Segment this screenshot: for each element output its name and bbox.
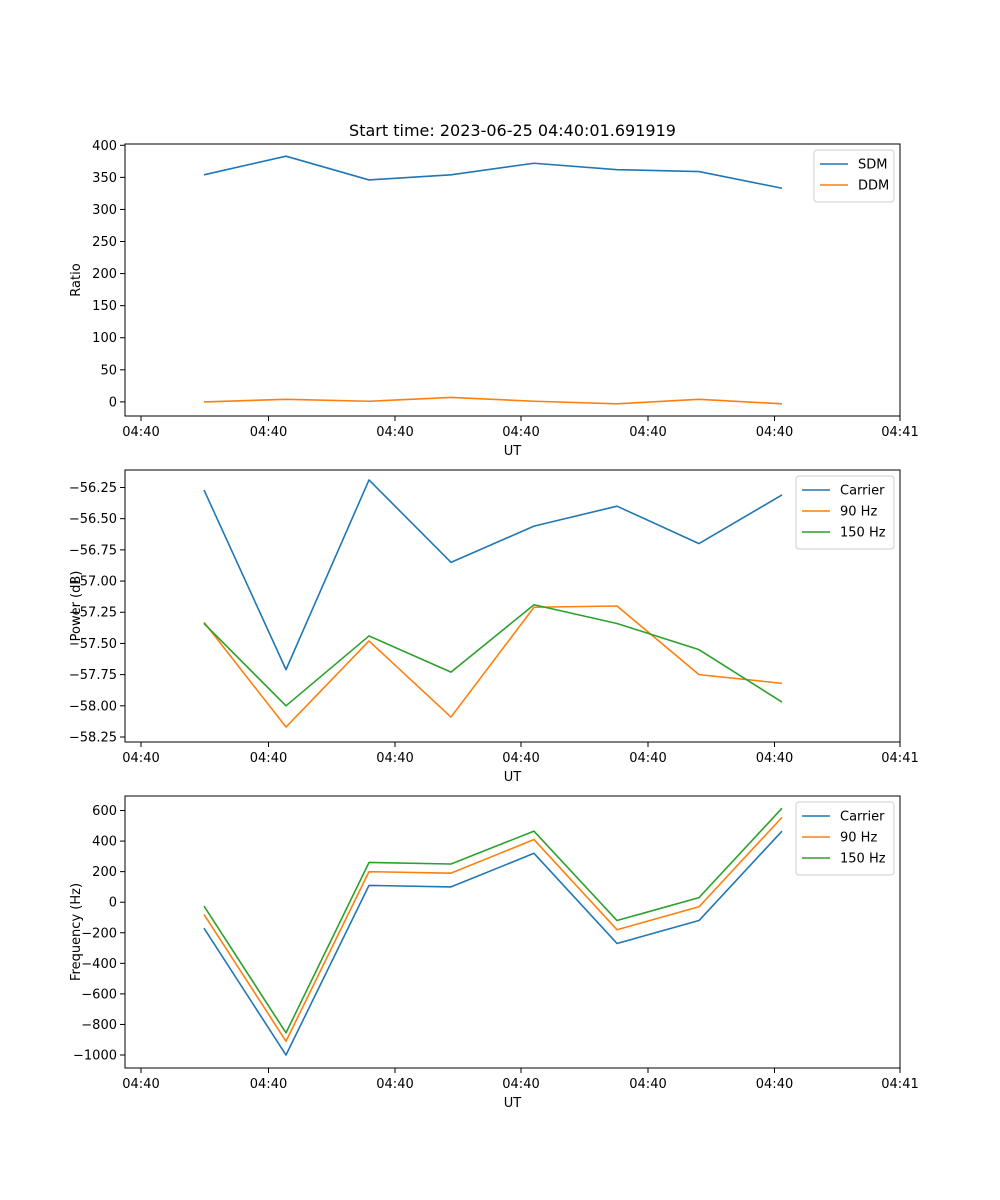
y-tick-label: 600 — [92, 804, 117, 819]
series-line-carrier — [203, 479, 783, 671]
x-tick-label: 04:40 — [250, 1077, 287, 1092]
x-tick-label: 04:41 — [881, 751, 918, 766]
x-tick-label: 04:40 — [250, 425, 287, 440]
x-tick-label: 04:40 — [122, 751, 159, 766]
y-tick-label: 200 — [92, 267, 117, 282]
legend: Carrier 90 Hz 150 Hz — [795, 475, 895, 550]
x-tick-label: 04:40 — [376, 1077, 413, 1092]
plot-area-frame — [124, 143, 901, 417]
x-axis-label: UT — [504, 444, 522, 459]
y-tick-label: 0 — [109, 896, 117, 911]
legend-box — [813, 149, 895, 203]
x-tick-label: 04:40 — [756, 751, 793, 766]
y-tick-label: 250 — [92, 235, 117, 250]
chart-title: Start time: 2023-06-25 04:40:01.691919 — [349, 121, 676, 140]
y-tick-label: −400 — [81, 957, 117, 972]
x-tick-label: 04:40 — [122, 1077, 159, 1092]
y-axis-label: Ratio — [69, 263, 84, 296]
plot-area-frame — [124, 469, 901, 743]
panel-1: 0 50 100 150 200 250 300 350 400 04:40 04:40 04:40 0… — [69, 139, 919, 459]
series-line-ddm — [203, 396, 783, 405]
y-tick-label: 200 — [92, 865, 117, 880]
y-tick-label: −56.75 — [69, 543, 117, 558]
x-tick-label: 04:40 — [756, 1077, 793, 1092]
y-tick-label: −57.50 — [69, 637, 117, 652]
y-tick-label: −58.00 — [69, 699, 117, 714]
series-line-150-hz — [203, 807, 783, 1034]
legend-box — [795, 801, 895, 876]
legend-entry: Carrier — [840, 810, 885, 825]
y-tick-label: 350 — [92, 171, 117, 186]
y-tick-label: −600 — [81, 987, 117, 1002]
x-tick-label: 04:40 — [629, 751, 666, 766]
legend: Carrier 90 Hz 150 Hz — [795, 801, 895, 876]
y-tick-label: 0 — [109, 395, 117, 410]
plot-area-frame — [124, 795, 901, 1069]
series-line-carrier — [203, 830, 783, 1056]
y-tick-label: −57.75 — [69, 668, 117, 683]
x-tick-label: 04:40 — [629, 1077, 666, 1092]
y-tick-label: 400 — [92, 835, 117, 850]
y-tick-label: −800 — [81, 1018, 117, 1033]
y-tick-label: −56.50 — [69, 512, 117, 527]
y-tick-label: −1000 — [73, 1049, 117, 1064]
y-axis-label: Frequency (Hz) — [69, 883, 84, 981]
series-line-90-hz — [203, 816, 783, 1043]
x-tick-label: 04:40 — [502, 425, 539, 440]
y-tick-label: 400 — [92, 139, 117, 154]
y-tick-label: −56.25 — [69, 481, 117, 496]
legend-entry: 150 Hz — [840, 526, 886, 541]
series-line-90-hz — [203, 605, 783, 728]
y-tick-label: 300 — [92, 203, 117, 218]
legend-entry: 150 Hz — [840, 852, 886, 867]
y-tick-label: 50 — [100, 363, 117, 378]
y-tick-label: −200 — [81, 926, 117, 941]
legend-entry: 90 Hz — [840, 831, 877, 846]
x-axis-label: UT — [504, 770, 522, 785]
y-tick-label: −57.00 — [69, 575, 117, 590]
x-tick-label: 04:40 — [376, 751, 413, 766]
x-tick-label: 04:40 — [250, 751, 287, 766]
legend-entry: Carrier — [840, 484, 885, 499]
x-tick-label: 04:40 — [629, 425, 666, 440]
x-tick-label: 04:40 — [502, 1077, 539, 1092]
series-line-150-hz — [203, 603, 783, 707]
y-axis-label: Power (dB) — [69, 571, 84, 642]
x-tick-label: 04:40 — [756, 425, 793, 440]
y-tick-label: −58.25 — [69, 731, 117, 746]
x-tick-label: 04:40 — [122, 425, 159, 440]
y-tick-label: 100 — [92, 331, 117, 346]
legend-entry: 90 Hz — [840, 505, 877, 520]
panel-2: −58.25 −58.00 −57.75 −57.50 −57.25 −57.00 −56.… — [69, 469, 919, 785]
y-tick-label: −57.25 — [69, 606, 117, 621]
legend-box — [795, 475, 895, 550]
x-tick-label: 04:40 — [502, 751, 539, 766]
panels: 0 50 100 150 200 250 300 350 400 04:40 04:40 04:40 0… — [69, 139, 919, 1111]
x-tick-label: 04:41 — [881, 425, 918, 440]
panel-3: −1000 −800 −600 −400 −200 0 200 400 600 04:40 04:4… — [69, 795, 919, 1111]
legend-entry: SDM — [858, 158, 887, 173]
series-line-sdm — [203, 155, 783, 190]
legend: SDM DDM — [813, 149, 895, 203]
x-tick-label: 04:40 — [376, 425, 413, 440]
legend-entry: DDM — [858, 179, 889, 194]
x-tick-label: 04:41 — [881, 1077, 918, 1092]
y-tick-label: 150 — [92, 299, 117, 314]
x-axis-label: UT — [504, 1096, 522, 1111]
